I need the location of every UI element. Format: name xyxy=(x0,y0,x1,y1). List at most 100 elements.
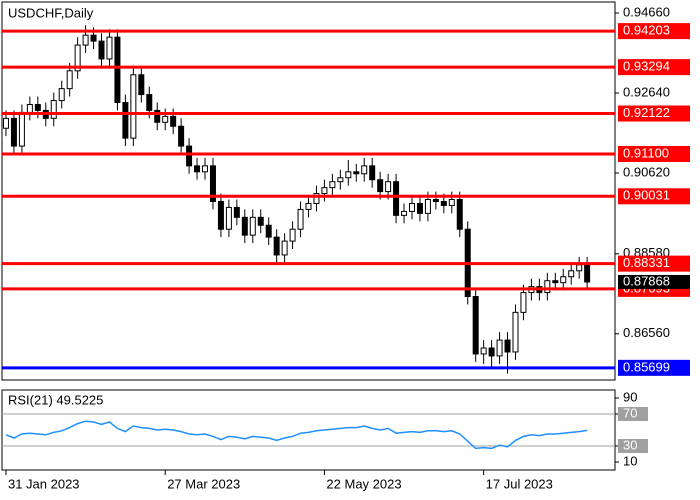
candle-body xyxy=(329,181,336,189)
candle-body xyxy=(408,202,415,212)
candle-body xyxy=(194,165,201,173)
candle-body xyxy=(424,199,431,214)
y-tick-label: 30 xyxy=(623,437,637,452)
candle-body xyxy=(552,280,559,284)
rsi-line xyxy=(5,420,588,450)
candle-body xyxy=(170,115,177,127)
candle-body xyxy=(50,100,57,119)
candle-body xyxy=(568,270,575,278)
candle-body xyxy=(313,193,320,204)
y-tick-label: 0.92640 xyxy=(623,84,670,99)
level-label: 0.85699 xyxy=(623,359,670,374)
current-price-label: 0.87868 xyxy=(623,273,670,288)
level-label-box xyxy=(618,255,690,272)
candle-body xyxy=(321,187,328,195)
candle-body xyxy=(584,264,591,283)
candle-body xyxy=(82,34,89,46)
candle-body xyxy=(504,339,511,353)
price-panel xyxy=(1,1,616,381)
candle-body xyxy=(209,165,216,202)
x-tick-label: 31 Jan 2023 xyxy=(8,476,80,491)
level-label-box xyxy=(618,145,690,162)
candle-body xyxy=(162,115,169,123)
candle-body xyxy=(265,224,272,238)
level-label: 0.88331 xyxy=(623,255,670,270)
candle-body xyxy=(393,181,400,216)
candle-body xyxy=(353,171,360,175)
level-label-box xyxy=(618,59,690,76)
candle-body xyxy=(66,70,73,90)
candle-body xyxy=(576,264,583,272)
candle-body xyxy=(369,165,376,181)
candle-body xyxy=(241,216,248,236)
candle-body xyxy=(225,206,232,230)
candle-body xyxy=(26,103,33,113)
candle-body xyxy=(416,202,423,214)
candle-body xyxy=(361,165,368,175)
level-label-box xyxy=(618,359,690,376)
candle-body xyxy=(520,292,527,313)
x-tick-label: 17 Jul 2023 xyxy=(486,476,553,491)
candle-body xyxy=(90,34,97,42)
candle-body xyxy=(456,199,463,230)
candle-body xyxy=(202,165,209,173)
x-tick-label: 27 Mar 2023 xyxy=(167,476,240,491)
level-label-box xyxy=(618,188,690,205)
indicator-title: RSI(21) 49.5225 xyxy=(8,392,103,407)
rsi-panel xyxy=(1,389,616,471)
candle-body xyxy=(114,36,121,103)
candle-body xyxy=(377,179,384,193)
candle-body xyxy=(385,181,392,193)
y-tick-label: 0.90620 xyxy=(623,164,670,179)
candle-body xyxy=(154,109,161,123)
candle-body xyxy=(2,117,9,129)
level-label: 0.93294 xyxy=(623,59,670,74)
candle-body xyxy=(512,311,519,353)
candle-body xyxy=(273,236,280,256)
candle-body xyxy=(34,103,41,111)
candle-body xyxy=(544,280,551,294)
candle-body xyxy=(138,74,145,96)
level-label: 0.90031 xyxy=(623,188,670,203)
candle-body xyxy=(18,111,25,147)
level-label: 0.94203 xyxy=(623,23,670,38)
candle-body xyxy=(178,125,185,147)
y-tick-box xyxy=(618,407,648,421)
candle-body xyxy=(249,216,256,236)
chart-title: USDCHF,Daily xyxy=(8,5,94,20)
candle-body xyxy=(440,200,447,206)
candle-body xyxy=(488,347,495,357)
candle-body xyxy=(337,177,344,183)
candle-body xyxy=(233,206,240,218)
candle-body xyxy=(130,74,137,139)
candle-body xyxy=(186,145,193,167)
candle-body xyxy=(560,276,567,284)
candle-body xyxy=(217,200,224,230)
candle-body xyxy=(345,171,352,179)
level-label-box xyxy=(618,105,690,122)
level-label: 0.91100 xyxy=(623,145,669,160)
candle-body xyxy=(281,240,288,256)
candle-body xyxy=(74,44,81,72)
current-price-box xyxy=(618,274,690,289)
candle-body xyxy=(106,36,113,60)
level-label-box xyxy=(618,23,690,40)
candle-body xyxy=(480,347,487,355)
y-tick-label: 10 xyxy=(623,453,637,468)
y-tick-label: 70 xyxy=(623,405,637,420)
x-tick-label: 22 May 2023 xyxy=(326,476,401,491)
y-tick-label: 0.86560 xyxy=(623,325,670,340)
candle-body xyxy=(401,210,408,216)
candle-body xyxy=(289,228,296,242)
y-tick-label: 90 xyxy=(623,389,637,404)
candle-body xyxy=(58,88,65,102)
candle-body xyxy=(257,216,264,226)
candle-body xyxy=(472,296,479,355)
candle-body xyxy=(98,40,105,60)
candle-body xyxy=(146,94,153,111)
candle-body xyxy=(448,199,455,206)
candle-body xyxy=(122,101,129,139)
y-tick-label: 0.94660 xyxy=(623,4,670,19)
candle-body xyxy=(432,199,439,202)
